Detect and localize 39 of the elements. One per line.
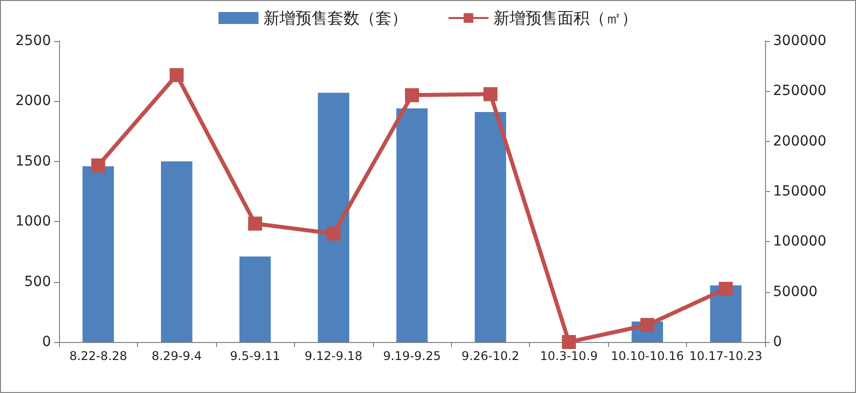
y2-tick-label: 50000 xyxy=(773,284,818,300)
x-tick-label: 8.22-8.28 xyxy=(69,349,128,363)
x-tick-label: 9.26-10.2 xyxy=(462,349,520,363)
y2-tick-label: 100000 xyxy=(773,234,826,250)
y2-tick-label: 150000 xyxy=(773,184,826,200)
bar xyxy=(474,112,506,342)
point xyxy=(562,335,576,349)
legend-label: 新增预售套数（套） xyxy=(264,8,408,28)
x-tick-label: 9.12-9.18 xyxy=(304,349,362,363)
bar xyxy=(710,285,742,342)
point xyxy=(91,158,106,172)
bar xyxy=(82,166,114,342)
y2-tick-label: 250000 xyxy=(773,83,826,100)
y-tick-label: 500 xyxy=(24,274,51,290)
point xyxy=(483,87,498,102)
y-tick-label: 2000 xyxy=(15,93,51,110)
point xyxy=(170,68,184,82)
point xyxy=(405,88,419,102)
x-tick-label: 9.19-9.25 xyxy=(383,349,441,363)
y2-tick-label: 200000 xyxy=(773,133,826,150)
bar xyxy=(318,92,350,342)
y2-tick-label: 0 xyxy=(773,334,782,350)
x-tick-label: 8.29-9.4 xyxy=(152,349,202,363)
bar xyxy=(239,256,271,342)
x-tick-label: 10.17-10.23 xyxy=(689,349,762,363)
y-tick-label: 2500 xyxy=(15,33,51,49)
point xyxy=(718,282,733,296)
point xyxy=(326,226,341,241)
y-tick-label: 1500 xyxy=(15,153,51,170)
y2-tick-label: 300000 xyxy=(773,33,826,49)
y-tick-label: 0 xyxy=(42,334,51,350)
legend-label: 新增预售面积（㎡） xyxy=(494,8,638,28)
x-tick-label: 10.10-10.16 xyxy=(610,349,684,363)
point xyxy=(248,216,262,231)
x-tick-label: 9.5-9.11 xyxy=(230,349,280,363)
x-tick-label: 10.3-10.9 xyxy=(540,349,598,363)
bar xyxy=(160,161,192,342)
bar xyxy=(396,108,428,342)
y-tick-label: 1000 xyxy=(15,214,51,230)
